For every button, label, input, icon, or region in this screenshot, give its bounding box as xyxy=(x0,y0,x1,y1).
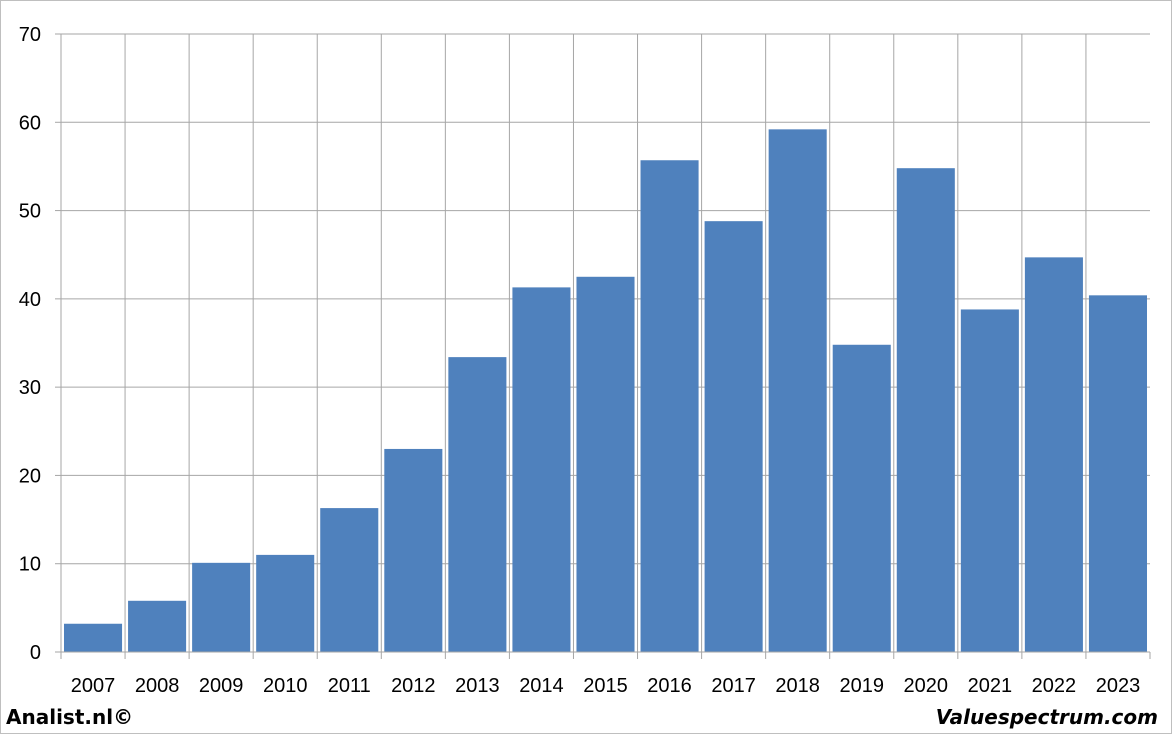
bar-2010 xyxy=(256,554,315,652)
y-tick-label: 10 xyxy=(19,554,41,576)
x-tick-label: 2017 xyxy=(711,675,756,697)
y-tick-label: 50 xyxy=(19,201,41,223)
bar-2012 xyxy=(384,448,443,652)
x-tick-label: 2022 xyxy=(1032,675,1077,697)
y-tick-label: 70 xyxy=(19,24,41,46)
tick-labels: 0 10 20 30 40 50 60 70 2007 2008 2009 2010 2011 2012 2… xyxy=(19,24,1140,697)
bar-2009 xyxy=(192,562,251,652)
x-tick-label: 2012 xyxy=(391,675,436,697)
bar-2023 xyxy=(1088,295,1147,652)
y-tick-label: 30 xyxy=(19,377,41,399)
x-tick-label: 2008 xyxy=(135,675,180,697)
bar-2017 xyxy=(704,221,763,652)
footer-source-right: Valuespectrum.com xyxy=(935,705,1158,729)
x-tick-label: 2009 xyxy=(199,675,244,697)
x-tick-label: 2023 xyxy=(1096,675,1141,697)
bar-2020 xyxy=(896,168,955,653)
y-tick-label: 20 xyxy=(19,465,41,487)
bar-2018 xyxy=(768,129,827,652)
y-tick-label: 60 xyxy=(19,112,41,134)
x-tick-label: 2020 xyxy=(904,675,949,697)
x-tick-label: 2015 xyxy=(583,675,628,697)
bar-2016 xyxy=(640,160,699,652)
bars xyxy=(64,129,1147,653)
x-tick-label: 2018 xyxy=(775,675,820,697)
bar-2022 xyxy=(1024,257,1083,652)
bar-2008 xyxy=(128,600,187,652)
axes xyxy=(55,33,1151,659)
x-tick-label: 2011 xyxy=(328,675,371,697)
x-tick-label: 2007 xyxy=(71,675,116,697)
bar-2019 xyxy=(832,344,891,652)
bar-2013 xyxy=(448,357,507,652)
bar-2015 xyxy=(576,276,635,652)
footer-source-left: Analist.nl© xyxy=(6,705,134,729)
bar-2021 xyxy=(960,309,1019,652)
bar-2014 xyxy=(512,287,571,652)
x-tick-label: 2013 xyxy=(455,675,500,697)
x-tick-label: 2010 xyxy=(263,675,308,697)
x-tick-label: 2014 xyxy=(519,675,564,697)
x-tick-label: 2021 xyxy=(968,675,1013,697)
x-tick-label: 2019 xyxy=(839,675,884,697)
y-tick-label: 0 xyxy=(30,642,41,664)
bar-2011 xyxy=(320,508,379,652)
bar-2007 xyxy=(64,623,123,652)
y-tick-label: 40 xyxy=(19,289,41,311)
x-tick-label: 2016 xyxy=(647,675,692,697)
